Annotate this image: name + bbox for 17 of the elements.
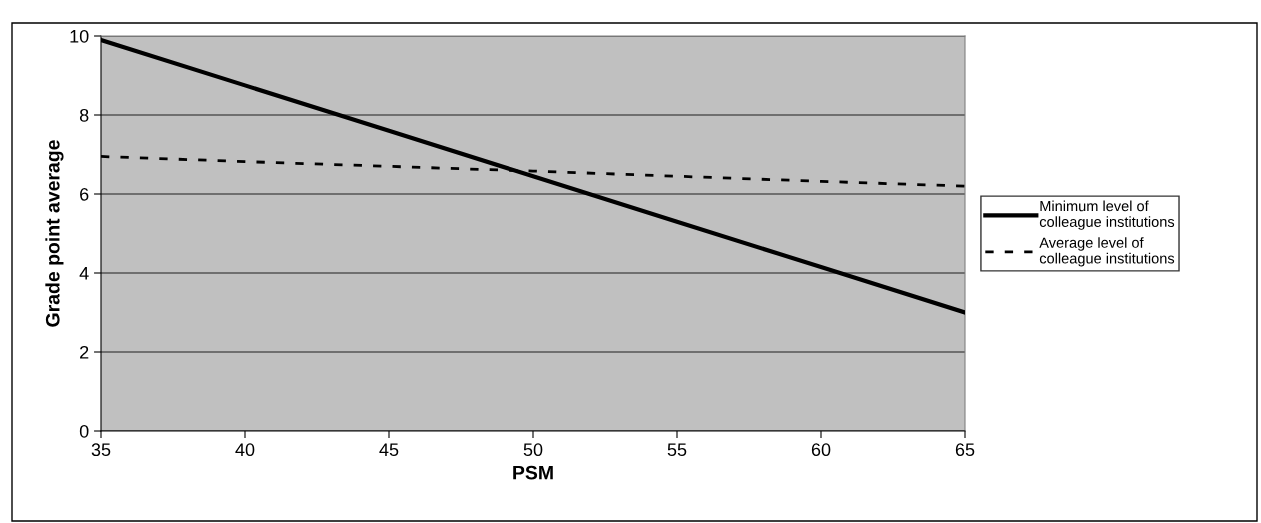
legend-label: Average level of colleague institutions: [1039, 237, 1175, 267]
y-tick-label: 0: [79, 424, 89, 438]
x-tick-label: 45: [379, 443, 399, 457]
y-tick-label: 10: [70, 29, 89, 43]
y-tick-label: 2: [80, 345, 89, 359]
legend-label: Minimum level of colleague institutions: [1039, 200, 1175, 230]
x-tick-label: 60: [811, 443, 831, 457]
y-tick-label: 4: [79, 267, 89, 280]
y-tick-label: 8: [79, 108, 89, 122]
x-tick-label: 35: [91, 443, 111, 457]
x-axis-title: PSM: [513, 465, 553, 480]
x-tick-label: 65: [955, 443, 975, 457]
y-axis-title: Grade point average: [45, 140, 64, 327]
x-tick-label: 40: [235, 443, 255, 457]
x-tick-label: 55: [667, 443, 687, 457]
y-tick-label: 6: [80, 187, 89, 201]
x-tick-label: 50: [523, 443, 543, 457]
